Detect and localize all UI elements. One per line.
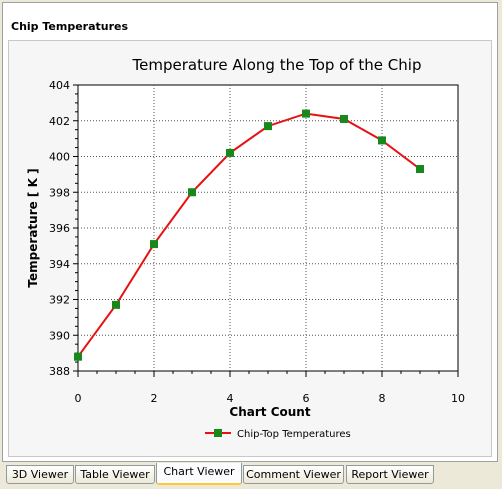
x-tick-label: 6 <box>303 392 310 405</box>
x-axis-label: Chart Count <box>229 405 310 419</box>
y-tick-label: 388 <box>49 365 70 378</box>
data-point <box>226 148 234 157</box>
x-tick-label: 10 <box>451 392 465 405</box>
tab-report-viewer[interactable]: Report Viewer <box>346 465 434 484</box>
data-point <box>112 300 120 309</box>
data-point <box>378 136 386 145</box>
tab-comment-viewer[interactable]: Comment Viewer <box>243 465 344 484</box>
chart-series <box>74 109 424 361</box>
y-tick-label: 396 <box>49 222 70 235</box>
legend-label: Chip-Top Temperatures <box>237 429 351 440</box>
series-line <box>77 112 421 358</box>
tab-chart-viewer[interactable]: Chart Viewer <box>156 463 242 485</box>
chart-title: Temperature Along the Top of the Chip <box>132 56 422 74</box>
y-tick-label: 398 <box>49 186 70 199</box>
y-tick-label: 402 <box>49 115 70 128</box>
panel-title: Chip Temperatures <box>11 20 129 33</box>
legend-marker-swatch <box>214 429 222 437</box>
viewer-tab-bar: 3D Viewer Table Viewer Chart Viewer Comm… <box>0 463 502 489</box>
y-axis-label: Temperature [ K ] <box>26 168 40 287</box>
data-point <box>188 188 196 197</box>
tab-table-viewer[interactable]: Table Viewer <box>75 465 155 484</box>
data-point <box>340 114 348 123</box>
y-tick-label: 392 <box>49 294 70 307</box>
x-tick-label: 4 <box>227 392 234 405</box>
data-point <box>74 352 82 361</box>
temperature-chart: Temperature Along the Top of the Chip 38… <box>26 56 465 440</box>
x-tick-label: 0 <box>75 392 82 405</box>
y-tick-label: 390 <box>49 329 70 342</box>
x-axis-ticks: 0 2 4 6 8 10 <box>75 371 465 405</box>
tab-3d-viewer[interactable]: 3D Viewer <box>6 465 74 484</box>
y-tick-label: 400 <box>49 151 70 164</box>
y-axis-ticks: 388 390 392 394 396 398 400 402 404 <box>49 79 78 378</box>
data-point <box>302 109 310 118</box>
y-tick-label: 404 <box>49 79 70 92</box>
x-tick-label: 8 <box>379 392 386 405</box>
x-tick-label: 2 <box>151 392 158 405</box>
data-point <box>150 240 158 249</box>
legend: Chip-Top Temperatures <box>205 429 351 440</box>
y-tick-label: 394 <box>49 258 70 271</box>
data-point <box>264 122 272 131</box>
data-point <box>416 165 424 174</box>
